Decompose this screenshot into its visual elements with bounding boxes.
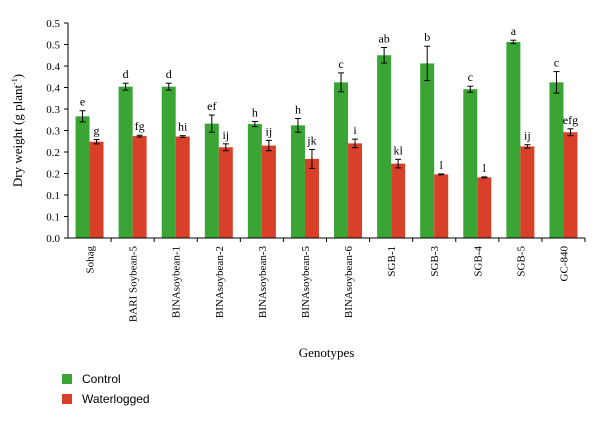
bar-control [420, 63, 435, 238]
legend-item-waterlogged: Waterlogged [62, 390, 150, 408]
x-tick-label: BINAsoybean-6 [343, 246, 355, 319]
significance-letter: hi [178, 120, 188, 134]
legend-label-control: Control [82, 372, 121, 386]
significance-letter: jk [306, 133, 316, 147]
y-tick-label: 0.1 [46, 190, 60, 202]
y-tick-label: 0.3 [46, 126, 60, 138]
bar-waterlogged [132, 136, 147, 238]
significance-letter: efg [563, 113, 578, 127]
y-tick-label: 0.4 [46, 61, 60, 73]
bar-control [118, 86, 133, 238]
x-tick-label: BINAsoybean-2 [214, 246, 226, 318]
significance-letter: d [166, 67, 172, 81]
significance-letter: g [94, 124, 100, 138]
y-axis-title-main: Dry weight (g plant [10, 85, 25, 188]
x-tick-label: BINAsoybean-3 [257, 246, 269, 319]
y-axis-title-superscript: -1 [10, 78, 19, 85]
y-tick-label: 0.3 [46, 104, 60, 116]
x-tick-label: SGB-1 [386, 246, 398, 277]
significance-letter: a [511, 24, 517, 38]
bar-waterlogged [477, 177, 492, 238]
bar-control [75, 116, 90, 238]
x-axis-title: Genotypes [299, 345, 355, 360]
x-tick-label: GC-840 [558, 246, 570, 282]
bar-waterlogged [391, 163, 406, 238]
bar-waterlogged [261, 145, 276, 238]
bar-waterlogged [348, 143, 363, 238]
bar-control [377, 55, 392, 238]
significance-letter: d [123, 67, 129, 81]
x-tick-label: SGB-5 [515, 246, 527, 277]
y-tick-label: 0.4 [46, 83, 60, 95]
significance-letter: ef [207, 99, 216, 113]
x-tick-label: BINAsoybean-5 [300, 246, 312, 319]
significance-letter: e [80, 95, 85, 109]
x-axis-tick-labels: Sohag BARI Soybean-5 BINAsoybean-1 BINAsoyb… [85, 238, 586, 323]
x-tick-label: BINAsoybean-1 [171, 246, 183, 318]
bar-waterlogged [218, 147, 233, 238]
x-tick-label: SGB-4 [472, 246, 484, 277]
y-tick-label: 0.0 [46, 233, 60, 245]
significance-letter: ij [222, 128, 229, 142]
legend-label-waterlogged: Waterlogged [82, 392, 150, 406]
significance-letter: i [353, 123, 357, 137]
significance-letter: ij [266, 124, 273, 138]
y-tick-label: 0.5 [46, 18, 60, 30]
bar-waterlogged [520, 146, 535, 238]
bar-control [334, 82, 349, 238]
x-tick-label: SGB-3 [429, 246, 441, 277]
significance-letter: kl [393, 143, 403, 157]
significance-letter: c [338, 57, 343, 71]
legend-swatch-waterlogged [62, 394, 72, 404]
bar-control [161, 86, 176, 238]
significance-letter: h [295, 102, 301, 116]
significance-letter: l [440, 158, 444, 172]
bar-waterlogged [434, 174, 449, 238]
significance-letter: l [483, 161, 487, 175]
bar-control [290, 125, 305, 238]
bar-waterlogged [563, 132, 578, 238]
bar-control [463, 89, 478, 238]
significance-letter: ab [378, 32, 389, 46]
y-tick-label: 0.5 [46, 40, 60, 52]
bar-control [204, 123, 219, 238]
bar-control [247, 124, 262, 238]
y-tick-label: 0.2 [46, 147, 60, 159]
significance-letter: b [424, 30, 430, 44]
legend-item-control: Control [62, 370, 150, 388]
bars [75, 39, 578, 238]
bar-waterlogged [175, 136, 190, 238]
bar-control [506, 41, 521, 238]
legend: Control Waterlogged [62, 370, 150, 410]
y-axis-title-close: ) [10, 74, 25, 78]
x-tick-label: BARI Soybean-5 [128, 246, 140, 323]
significance-letter: c [554, 56, 559, 70]
significance-letter: ij [524, 129, 531, 143]
y-axis-ticks: 0.0 0.1 0.1 0.2 0.2 0.3 0.3 0.4 0.4 0.5 0.5 [46, 18, 68, 245]
x-tick-label: Sohag [85, 246, 97, 274]
legend-swatch-control [62, 374, 72, 384]
y-axis-title: Dry weight (g plant-1) [10, 74, 25, 187]
significance-letter: fg [135, 119, 145, 133]
bar-waterlogged [304, 158, 319, 238]
significance-letter: h [252, 105, 258, 119]
y-tick-label: 0.1 [46, 212, 60, 224]
significance-letter: c [468, 70, 473, 84]
y-tick-label: 0.2 [46, 169, 60, 181]
bar-waterlogged [89, 141, 104, 238]
bar-control [549, 82, 564, 238]
